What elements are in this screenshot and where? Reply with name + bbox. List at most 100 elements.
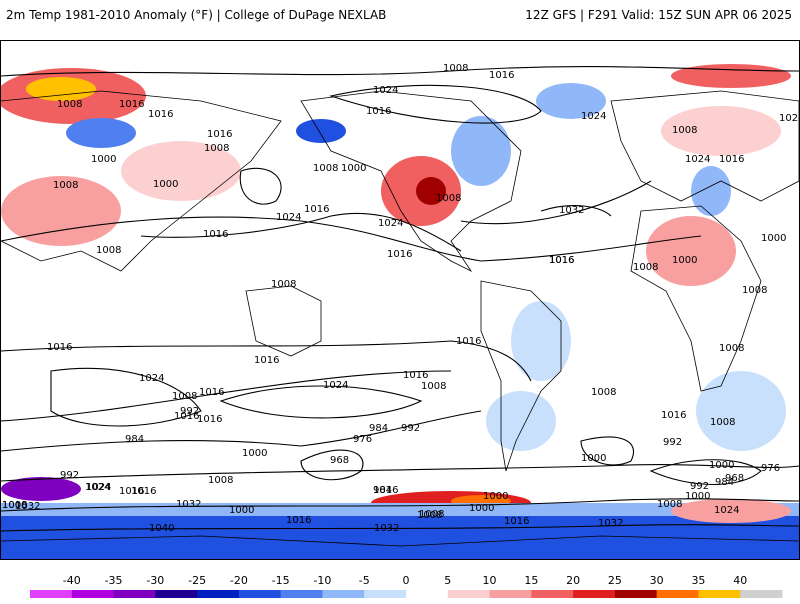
isobar-label: 976 [761,463,780,474]
colorbar-tick-label: 40 [733,574,747,587]
title-bar: 2m Temp 1981-2010 Anomaly (°F) | College… [0,0,800,30]
isobar-label: 1032 [598,518,623,529]
isobar-label: 992 [60,470,79,481]
colorbar-tick-label: -35 [105,574,123,587]
isobar-label: 1016 [661,410,686,421]
isobar-label: 1016 [197,414,222,425]
isobar-label: 1016 [119,99,144,110]
isobar [540,205,612,217]
isobar-label: 1032 [374,523,399,534]
isobar-label: 1024 [581,111,606,122]
isobar-label: 1032 [15,501,40,512]
colorbar-swatch [698,590,741,598]
isobar-label: 1008 [436,193,461,204]
isobar [1,340,532,382]
isobar-label: 1016 [199,387,224,398]
cold-anomaly [66,118,136,148]
isobar-label: 1024 [85,482,110,493]
cold-anomaly [486,391,556,451]
isobar-label: 1008 [742,285,767,296]
isobar-label: 984 [125,434,144,445]
colorbar-swatch [71,590,115,598]
isobar [580,436,635,466]
isobar-label: 1024 [714,505,739,516]
isobar-label: 1008 [57,99,82,110]
isobar [239,167,282,205]
map-title: 2m Temp 1981-2010 Anomaly (°F) | College… [6,8,387,22]
warm-anomaly [121,141,241,201]
warm-anomaly [646,216,736,286]
isobar-label: 1008 [719,343,744,354]
isobar-label: 1008 [633,262,658,273]
warm-anomaly [661,106,781,156]
warm-anomaly [671,64,791,88]
colorbar-tick-label: -25 [188,574,206,587]
isobar-label: 1000 [242,448,267,459]
colorbar-swatch [113,590,156,598]
isobar-label: 1016 [549,255,574,266]
isobar-label: 1024 [779,113,799,124]
isobar [1,498,799,512]
warm-anomaly [671,499,791,523]
colorbar-tick-label: 5 [444,574,451,587]
isobar-label: 1016 [387,249,412,260]
colorbar-swatch [740,590,783,598]
colorbar: -40 -35 -30 -25 -20 -15 -10 -5 0 5 10 15 20 25 30 35 40 [0,568,800,600]
isobar-label: 1000 [469,503,494,514]
anomaly-shading [1,64,799,559]
colorbar-swatch [531,590,574,598]
colorbar-tick-label: 35 [691,574,705,587]
colorbar-swatch [406,590,449,598]
isobar [649,459,762,485]
isobar-label: 1008 [657,499,682,510]
isobar-label: 1000 [153,179,178,190]
colorbar-tick-label: -15 [272,574,290,587]
colorbar-tick-label: -5 [359,574,370,587]
colorbar-swatch [280,590,323,598]
isobar [328,84,542,124]
isobar-label: 992 [180,406,199,417]
isobar-label: 1008 [204,143,229,154]
warm-anomaly [416,177,446,205]
isobar-label: 1016 [489,70,514,81]
coastline-eurasia [1,90,282,272]
isobar-label: 1016 [373,485,398,496]
isobar-label: 1016 [304,204,329,215]
isobar-label: 1032 [176,499,201,510]
isobar-label: 1000 [229,505,254,516]
isobar-label: 1008 [421,381,446,392]
isobar-label: 1008 [672,125,697,136]
isobars [1,66,799,532]
cold-anomaly [536,83,606,119]
colorbar-tick-label: 0 [403,574,410,587]
isobar-label: 1024 [276,212,301,223]
isobar-label: 1000 [581,453,606,464]
isobar-label: 968 [725,473,744,484]
colorbar-tick-label: -40 [63,574,81,587]
isobar-label: 1016 [254,355,279,366]
isobar-label: 1008 [208,475,233,486]
isobar-label: 968 [330,455,349,466]
isobar-label: 1024 [86,482,111,493]
colorbar-swatch [447,590,491,598]
isobar-label: 1000 [483,491,508,502]
isobar-label: 1024 [685,154,710,165]
isobar [1,464,799,482]
colorbar-swatch [238,590,282,598]
colorbar-swatch [322,590,365,598]
cold-anomaly [296,119,346,143]
coastlines [1,90,799,547]
isobar-label: 1000 [672,255,697,266]
isobar-label: 1008 [172,391,197,402]
colorbar-swatch [155,590,198,598]
isobar-label: 1016 [286,515,311,526]
isobar [1,370,452,422]
isobar-label: 1016 [119,486,144,497]
colorbar-swatch [30,590,73,598]
colorbar-tick-label: 10 [483,574,497,587]
isobar-label: 1008 [271,279,296,290]
isobar-label: 984 [373,485,392,496]
model-run-info: 12Z GFS | F291 Valid: 15Z SUN APR 06 202… [525,8,792,22]
